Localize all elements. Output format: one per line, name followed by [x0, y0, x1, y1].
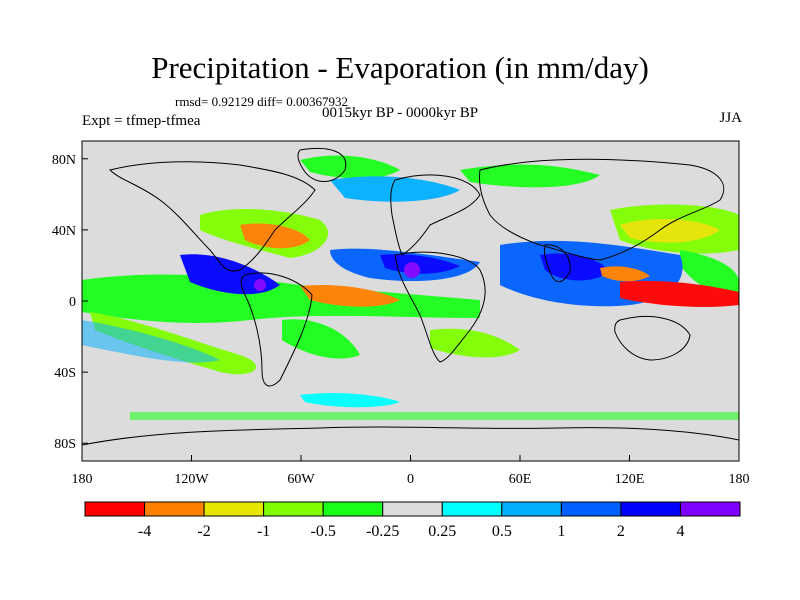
lon-tick-label: 0: [407, 472, 414, 487]
coastlines: [82, 147, 739, 446]
longitude-axis: 180 120W 60W 0 60E 120E 180: [72, 455, 750, 487]
colorbar-label: 0.25: [428, 523, 456, 540]
colorbar-box: [263, 501, 324, 517]
colorbar-label: 2: [617, 523, 625, 540]
colorbar-box: [382, 501, 443, 517]
lat-tick-label: 40S: [54, 366, 76, 381]
lat-tick-label: 80S: [54, 437, 76, 452]
experiment-label: Expt = tfmep-tfmea: [82, 113, 201, 129]
period-label: 0015kyr BP - 0000kyr BP: [322, 105, 479, 121]
colorbar-box: [322, 501, 384, 517]
colorbar-box: [679, 501, 741, 517]
lon-tick-label: 60W: [287, 472, 315, 487]
lon-tick-label: 120E: [615, 472, 645, 487]
colorbar-label: 4: [676, 523, 684, 540]
colorbar-label: -0.25: [366, 523, 399, 540]
lat-tick-label: 80N: [52, 153, 76, 168]
colorbar-labels: -4 -2 -1 -0.5 -0.25 0.25 0.5 1 2 4: [138, 523, 685, 540]
lon-tick-label: 180: [72, 472, 93, 487]
lat-tick-label: 40N: [52, 224, 76, 239]
colorbar-box: [203, 501, 265, 517]
colorbar-box: [560, 501, 622, 517]
colorbar-box: [620, 501, 681, 517]
lon-tick-label: 120W: [174, 472, 209, 487]
colorbar-label: -1: [257, 523, 270, 540]
colorbar-label: -0.5: [311, 523, 336, 540]
colorbar-label: -2: [197, 523, 210, 540]
lon-tick-label: 180: [729, 472, 750, 487]
lon-tick-label: 60E: [509, 472, 532, 487]
chart-title: Precipitation - Evaporation (in mm/day): [151, 50, 649, 85]
colorbar-box: [144, 501, 205, 517]
colorbar-box: [441, 501, 503, 517]
anomaly-field: [82, 155, 739, 420]
colorbar-label: -4: [138, 523, 151, 540]
colorbar-boxes: [84, 501, 741, 517]
colorbar-label: 1: [557, 523, 565, 540]
colorbar-label: 0.5: [492, 523, 512, 540]
colorbar-box: [501, 501, 562, 517]
latitude-axis: 80N 40N 0 40S 80S: [52, 153, 88, 452]
season-label: JJA: [719, 110, 742, 126]
colorbar-box: [84, 501, 146, 517]
lat-tick-label: 0: [69, 295, 76, 310]
stats-text: rmsd= 0.92129 diff= 0.00367932: [175, 94, 348, 109]
